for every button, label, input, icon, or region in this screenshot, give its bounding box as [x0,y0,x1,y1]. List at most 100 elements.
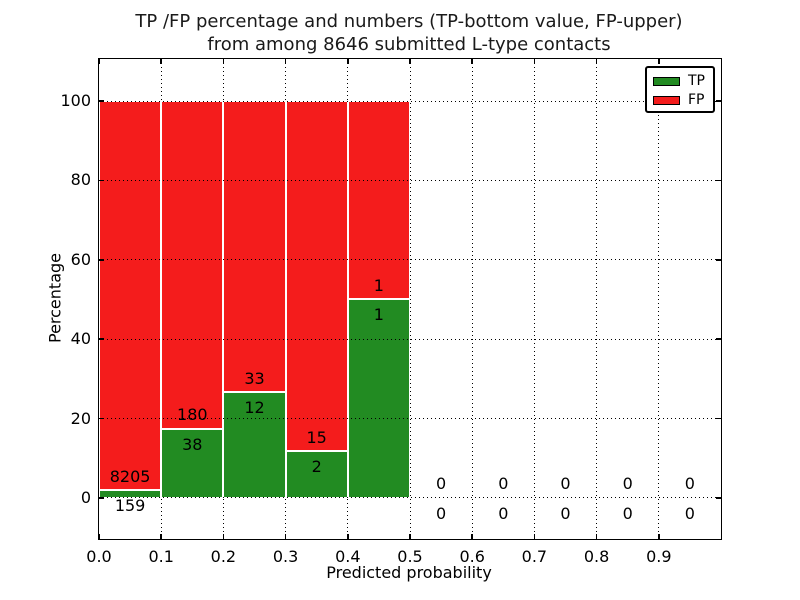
x-tick-label: 0.7 [521,547,548,566]
y-tick-left [99,417,104,420]
grid-line-vertical [533,59,535,539]
x-tick-bottom [98,534,100,539]
y-tick-right [716,338,721,340]
tp-count-label: 12 [244,398,265,417]
bar-segment-tp [161,428,224,498]
grid-line-vertical [409,59,411,539]
bar-segment-tp [223,392,286,498]
x-tick-label: 0.0 [86,547,112,566]
chart-title: TP /FP percentage and numbers (TP-bottom… [98,10,720,56]
grid-line-horizontal [99,338,721,340]
y-tick-right [716,417,721,420]
x-tick-label: 0.1 [148,547,174,566]
fp-count-label: 15 [306,427,327,447]
legend-label-fp: FP [688,92,705,108]
tp-count-label: 0 [436,503,447,523]
legend-item-fp: FP [653,91,713,110]
fp-count-label: 33 [244,368,265,388]
bar-segment-fp [99,101,162,491]
x-tick-bottom [658,534,660,539]
x-tick-top [160,59,162,64]
legend-label-tp: TP [688,73,705,89]
y-tick-left [99,179,104,182]
fp-count-label: 0 [622,474,633,494]
x-axis-label: Predicted probability [326,563,492,582]
grid-line-horizontal [99,418,721,420]
grid-line-horizontal [99,179,721,181]
x-tick-label: 0.4 [335,547,361,566]
grid-line-vertical [596,59,598,539]
tp-count-label: 2 [311,457,322,477]
chart-title-line2: from among 8646 submitted L-type contact… [207,34,611,55]
bar-segment-fp [161,101,224,429]
grid-line-vertical [658,59,660,539]
x-tick-bottom [284,534,287,539]
x-tick-top [347,59,349,64]
x-tick-bottom [347,534,349,539]
fp-count-label: 0 [684,474,695,494]
y-tick-left [99,259,104,261]
x-tick-bottom [409,534,411,539]
y-tick-right [716,179,721,182]
x-tick-top [409,59,411,64]
x-tick-label: 0.9 [646,547,672,566]
y-tick-right [716,497,721,499]
x-tick-label: 0.5 [397,547,423,566]
bar-segment-fp [347,101,410,300]
fp-color-swatch [653,96,680,105]
tp-count-label: 0 [560,503,571,523]
fp-count-label: 180 [177,405,208,425]
grid-line-horizontal [99,100,721,102]
x-tick-top [98,59,100,64]
fp-count-label: 1 [373,275,384,295]
y-tick-label: 40 [70,329,91,349]
x-tick-bottom [533,534,536,539]
x-tick-label: 0.8 [583,547,610,566]
x-tick-bottom [471,534,473,539]
tp-color-swatch [653,77,680,86]
x-tick-top [471,59,473,64]
x-tick-bottom [595,534,598,539]
x-tick-top [533,59,536,64]
tp-count-label: 1 [373,305,384,325]
y-tick-label: 100 [60,91,91,110]
fp-count-label: 8205 [109,466,151,486]
bar-segment-fp [285,101,348,452]
x-tick-label: 0.6 [459,547,485,566]
y-tick-label: 60 [70,249,91,269]
legend-item-tp: TP [653,72,713,91]
plot-area: 0.0 0.1 0.2 0.3 0.4 0.5 0.6 0.7 0.8 0.9 0 20 40 60 80 1… [60,58,722,566]
bar-segment-fp [223,101,286,393]
fp-count-label: 0 [498,474,509,494]
legend: TP FP [645,66,715,113]
x-tick-label: 0.2 [210,547,237,566]
y-tick-right [716,100,721,102]
x-tick-bottom [160,534,162,539]
bar-segment-tp [347,299,410,498]
fp-count-label: 0 [436,474,447,494]
y-tick-label: 0 [80,487,91,507]
grid-line-horizontal [99,259,721,261]
x-tick-label: 0.3 [272,547,299,566]
chart-title-line1: TP /FP percentage and numbers (TP-bottom… [135,11,683,32]
y-tick-left [99,497,104,499]
y-tick-label: 80 [70,170,91,190]
fp-count-label: 0 [560,474,571,494]
x-tick-top [658,59,660,64]
grid-line-horizontal [99,497,721,499]
tp-count-label: 38 [182,434,203,454]
x-tick-top [284,59,287,64]
y-tick-left [99,338,104,340]
tp-count-label: 159 [114,496,146,516]
tp-count-label: 0 [498,503,509,523]
tp-count-label: 0 [622,503,633,523]
x-tick-top [595,59,598,64]
y-tick-label: 20 [70,408,91,428]
y-tick-left [99,100,104,102]
tp-count-label: 0 [684,503,695,523]
y-tick-right [716,259,721,261]
x-tick-top [222,59,225,64]
x-tick-bottom [222,534,225,539]
grid-line-vertical [471,59,473,539]
